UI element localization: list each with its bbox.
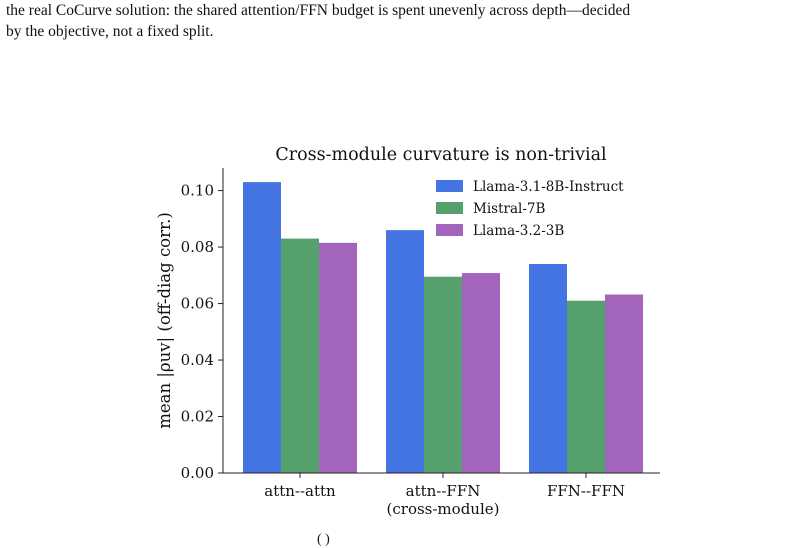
footer-fragment: ( ) (317, 532, 330, 547)
bar-llama-3-1-8b-instruct-1 (386, 230, 424, 473)
bar-mistral-7b-0 (281, 238, 319, 473)
bar-mistral-7b-2 (567, 300, 605, 473)
bar-mistral-7b-1 (424, 276, 462, 473)
x-tick-label: attn--attn (264, 482, 336, 500)
bars-group (243, 182, 643, 474)
legend-swatch (436, 180, 463, 192)
y-axis-label: mean |ρuv| (off-diag corr.) (155, 212, 174, 429)
x-tick-label: FFN--FFN (547, 482, 625, 500)
legend-label: Mistral-7B (473, 201, 545, 217)
axes-group: 0.00 0.02 0.04 0.06 0.08 0.10 attn--attn attn--… (155, 168, 660, 518)
y-tick-label: 0.02 (181, 408, 214, 426)
caption-line-2: by the objective, not a fixed split. (6, 23, 214, 40)
y-tick-label: 0.00 (181, 464, 214, 482)
legend: Llama-3.1-8B-Instruct Mistral-7B Llama-3.2… (436, 179, 624, 239)
legend-label: Llama-3.1-8B-Instruct (473, 179, 624, 195)
figure-caption: the real CoCurve solution: the shared at… (6, 0, 798, 42)
bar-llama-3-2-3b-0 (319, 242, 357, 473)
caption-line-1: the real CoCurve solution: the shared at… (6, 2, 631, 19)
chart-title: Cross-module curvature is non-trivial (275, 145, 607, 165)
legend-swatch (436, 202, 463, 214)
y-tick-label: 0.06 (181, 295, 214, 313)
y-tick-label: 0.08 (181, 238, 214, 256)
legend-label: Llama-3.2-3B (473, 223, 564, 239)
bar-llama-3-2-3b-2 (605, 294, 643, 473)
y-tick-label: 0.04 (181, 351, 214, 369)
y-tick-label: 0.10 (181, 182, 214, 200)
bar-llama-3-1-8b-instruct-0 (243, 182, 281, 474)
bar-llama-3-2-3b-1 (462, 273, 500, 473)
x-tick-label: attn--FFN (cross-module) (387, 482, 500, 518)
legend-swatch (436, 224, 463, 236)
bar-llama-3-1-8b-instruct-2 (529, 264, 567, 473)
